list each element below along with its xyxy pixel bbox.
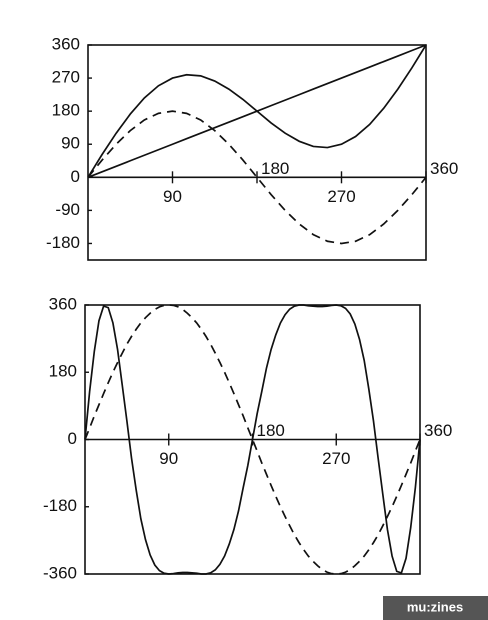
x-tick-label: 180: [261, 159, 289, 178]
x-tick-label: 180: [257, 421, 285, 440]
y-tick-label: -180: [43, 496, 77, 515]
y-tick-label: -90: [55, 200, 80, 219]
y-tick-label: 180: [52, 101, 80, 120]
y-tick-label: 180: [49, 362, 77, 381]
watermark: mu:zines: [407, 599, 463, 614]
y-tick-label: 360: [49, 294, 77, 313]
y-tick-label: 0: [68, 429, 77, 448]
curve: [84, 304, 421, 575]
x-tick-label: 360: [430, 159, 458, 178]
curve: [84, 304, 421, 575]
y-tick-label: -360: [43, 563, 77, 582]
y-tick-label: 90: [61, 134, 80, 153]
x-tick-label: 90: [163, 187, 182, 206]
x-tick-label: 360: [424, 421, 452, 440]
plot-frame: [87, 44, 427, 261]
y-tick-label: 0: [71, 167, 80, 186]
curve: [87, 44, 427, 178]
watermark-box: [383, 596, 488, 620]
y-tick-label: 270: [52, 68, 80, 87]
y-tick-label: -180: [46, 233, 80, 252]
x-tick-label: 270: [322, 449, 350, 468]
x-tick-label: 90: [159, 449, 178, 468]
y-tick-label: 360: [52, 34, 80, 53]
x-tick-label: 270: [327, 187, 355, 206]
curve: [87, 110, 427, 245]
